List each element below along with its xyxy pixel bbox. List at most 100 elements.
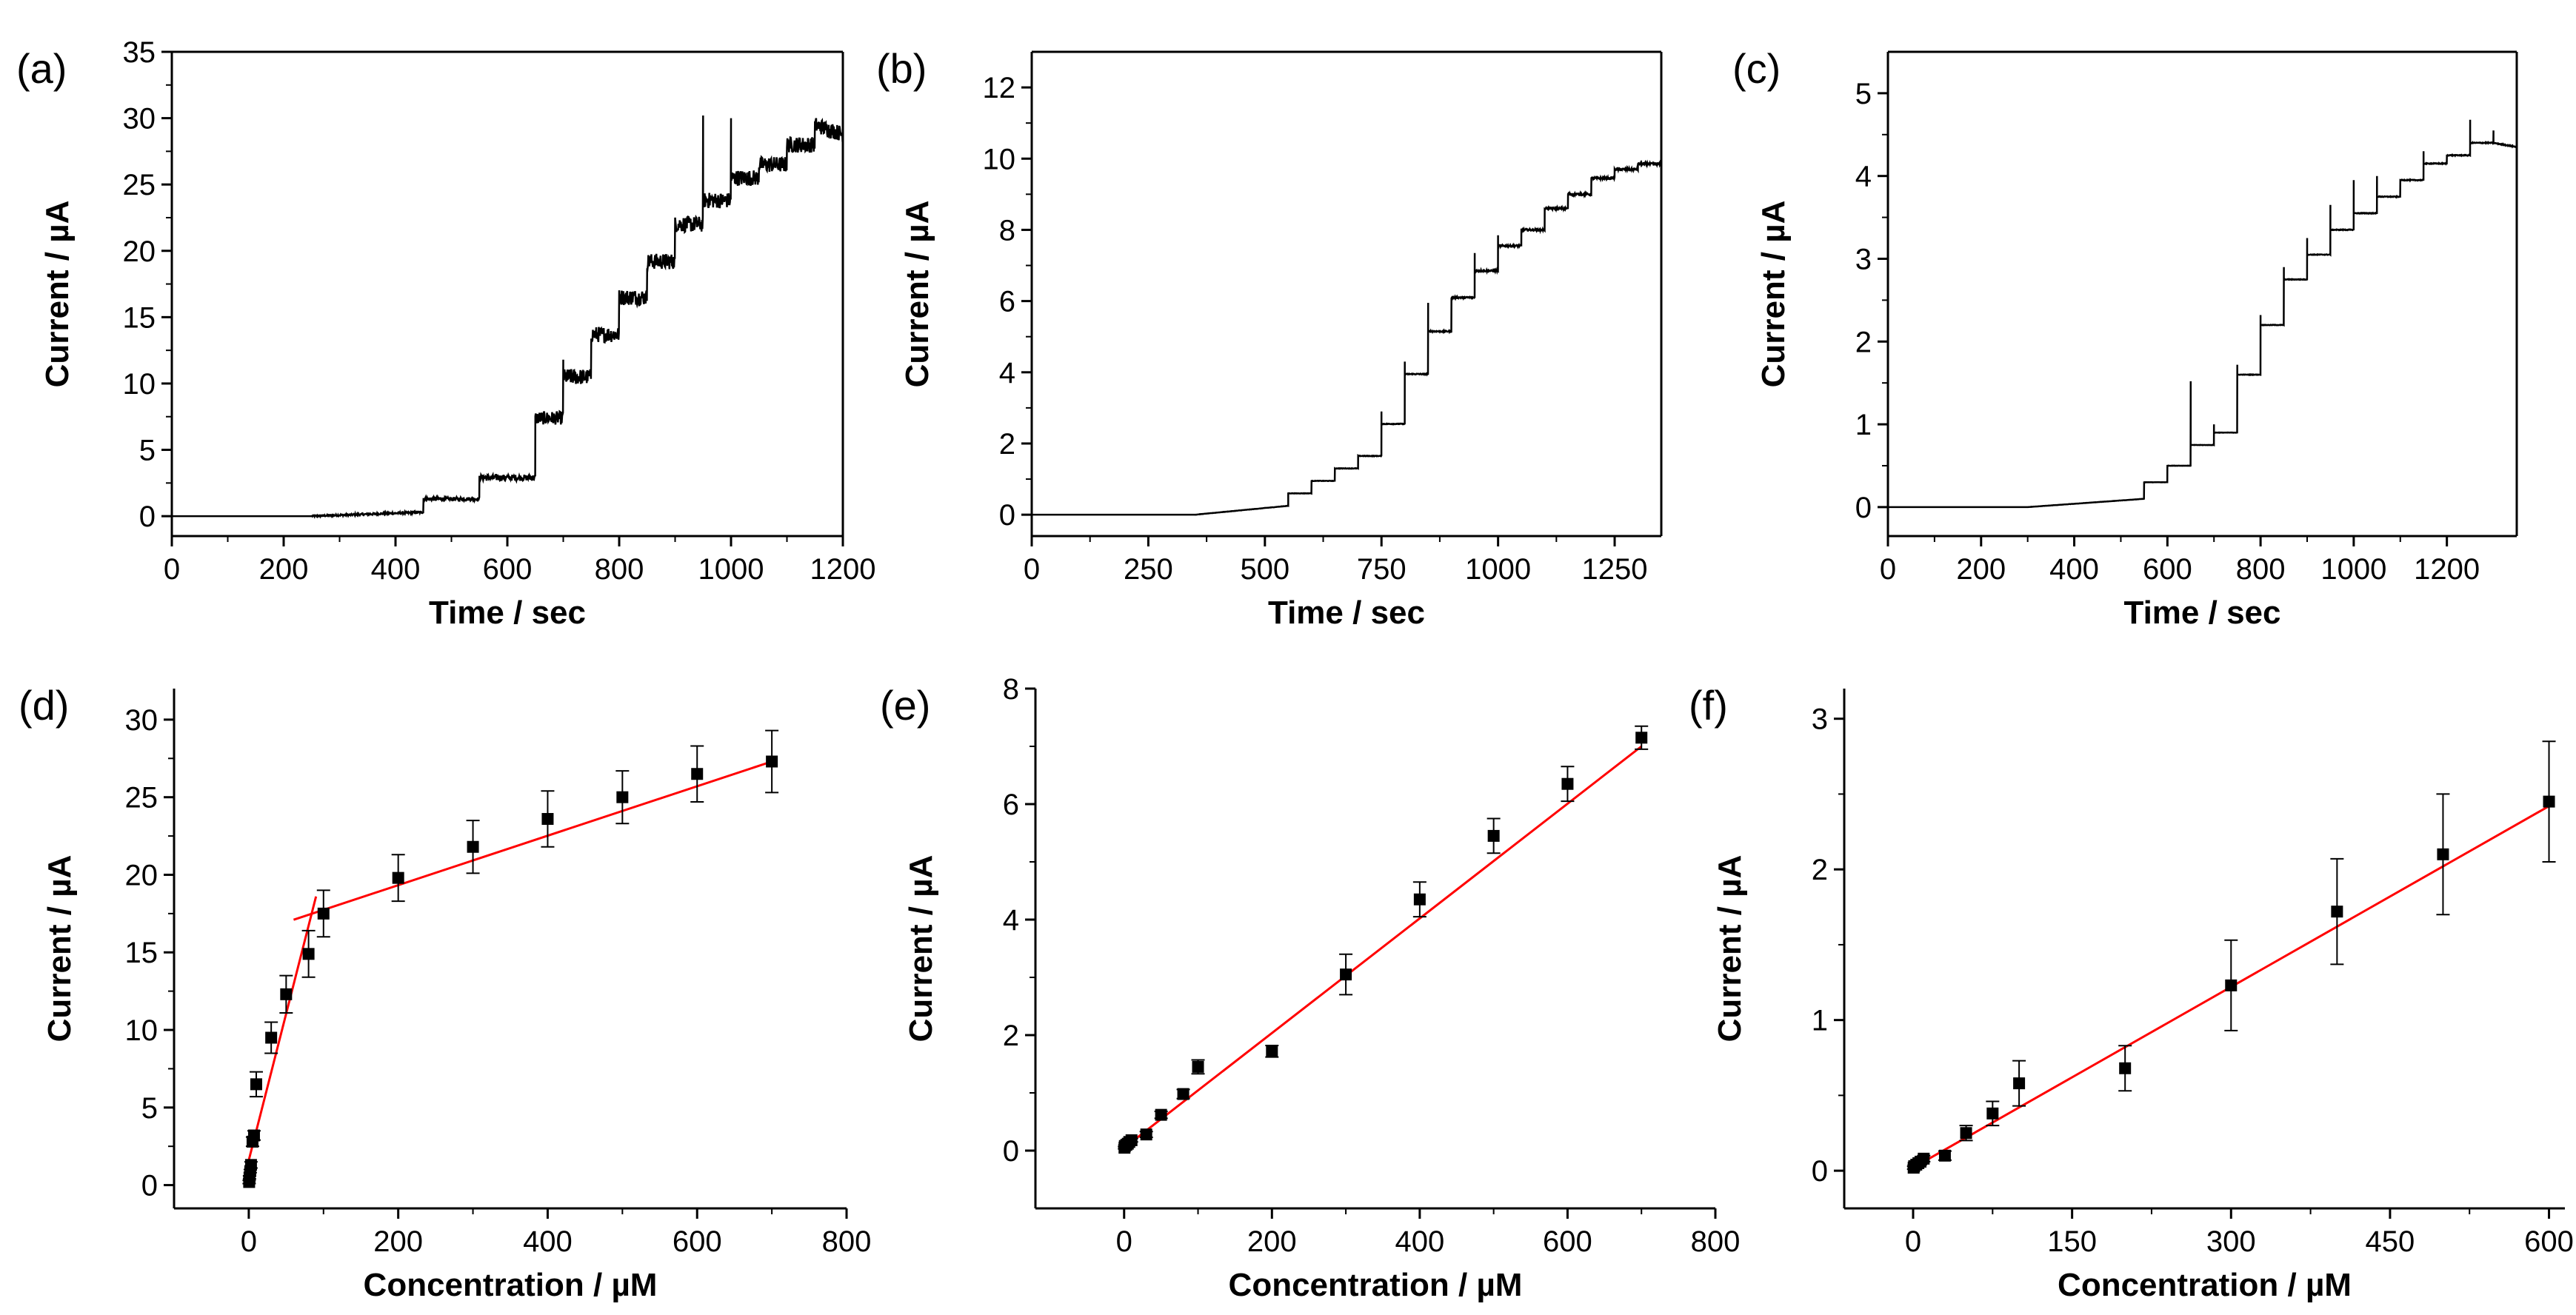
x-tick-label: 1000 bbox=[1465, 553, 1531, 586]
panel-a: 0 200 400 600 800 1000 1200 0 5 10 15 20 25 30 35 Time … bbox=[16, 36, 875, 631]
x-tick-label: 1000 bbox=[698, 553, 764, 586]
panel-label: (b) bbox=[876, 45, 927, 92]
data-point bbox=[1177, 1088, 1189, 1100]
panel-label: (d) bbox=[19, 682, 69, 729]
x-tick-label: 0 bbox=[164, 553, 180, 586]
x-tick-label: 0 bbox=[1024, 553, 1040, 586]
series-line bbox=[172, 115, 843, 519]
data-point bbox=[1938, 1149, 1951, 1162]
x-tick-label: 800 bbox=[822, 1225, 872, 1258]
panel-label: (c) bbox=[1732, 45, 1781, 92]
y-tick-label: 30 bbox=[123, 103, 156, 135]
y-tick-label: 5 bbox=[139, 435, 156, 467]
x-tick-label: 200 bbox=[373, 1225, 423, 1258]
x-tick-label: 300 bbox=[2206, 1225, 2256, 1258]
fit-line bbox=[247, 896, 318, 1161]
y-axis-label: Current / µA bbox=[1755, 201, 1792, 388]
y-tick-label: 10 bbox=[983, 143, 1016, 175]
y-tick-label: 2 bbox=[999, 428, 1015, 461]
x-tick-label: 200 bbox=[1247, 1225, 1297, 1258]
data-point bbox=[302, 948, 315, 960]
data-point bbox=[244, 1159, 257, 1171]
y-tick-label: 25 bbox=[125, 782, 159, 814]
y-tick-label: 4 bbox=[999, 357, 1015, 389]
y-tick-label: 2 bbox=[1812, 854, 1828, 886]
panel-label: (e) bbox=[880, 682, 930, 729]
data-point bbox=[766, 755, 778, 768]
data-point bbox=[2437, 848, 2449, 860]
data-point bbox=[1561, 777, 1574, 790]
y-tick-label: 5 bbox=[1855, 78, 1872, 110]
x-tick-label: 400 bbox=[523, 1225, 573, 1258]
data-point bbox=[1192, 1060, 1204, 1073]
panel-b: 0 250 500 750 1000 1250 0 2 4 6 8 10 12 Time / sec Cur… bbox=[876, 45, 1663, 631]
y-tick-label: 3 bbox=[1812, 703, 1828, 736]
x-tick-label: 1200 bbox=[2414, 553, 2480, 586]
data-point bbox=[250, 1078, 262, 1091]
x-tick-label: 600 bbox=[2143, 553, 2192, 586]
y-tick-label: 2 bbox=[1855, 326, 1872, 358]
data-point bbox=[1125, 1134, 1138, 1146]
x-axis-label: Time / sec bbox=[2124, 595, 2281, 631]
panel-f: 0 150 300 450 600 0 1 2 3 Concentration / µM Curre… bbox=[1689, 682, 2574, 1303]
data-point bbox=[1413, 893, 1426, 906]
x-tick-label: 0 bbox=[241, 1225, 257, 1258]
x-axis-label: Concentration / µM bbox=[364, 1267, 658, 1303]
x-tick-label: 200 bbox=[1956, 553, 2006, 586]
y-tick-label: 20 bbox=[125, 859, 159, 891]
y-axis-label: Current / µA bbox=[41, 855, 78, 1043]
data-point bbox=[691, 768, 704, 780]
x-tick-label: 800 bbox=[2236, 553, 2286, 586]
x-tick-label: 1250 bbox=[1582, 553, 1648, 586]
x-tick-label: 150 bbox=[2047, 1225, 2097, 1258]
data-point bbox=[1340, 968, 1352, 981]
x-tick-label: 250 bbox=[1124, 553, 1173, 586]
y-axis-label: Current / µA bbox=[39, 201, 76, 388]
y-tick-label: 4 bbox=[1003, 904, 1019, 937]
data-point bbox=[1266, 1045, 1278, 1057]
data-point bbox=[392, 871, 404, 884]
y-tick-label: 25 bbox=[123, 169, 156, 201]
y-tick-label: 15 bbox=[123, 301, 156, 334]
panel-d: 0 200 400 600 800 0 5 10 15 20 25 30 Concentration /… bbox=[19, 682, 871, 1303]
y-tick-label: 3 bbox=[1855, 243, 1872, 275]
x-tick-label: 400 bbox=[371, 553, 421, 586]
data-point bbox=[1918, 1152, 1930, 1165]
data-point bbox=[1986, 1107, 1999, 1120]
data-point bbox=[280, 988, 293, 1000]
y-tick-label: 8 bbox=[999, 214, 1015, 247]
y-tick-label: 5 bbox=[141, 1092, 158, 1125]
data-point bbox=[1140, 1128, 1152, 1141]
data-point bbox=[265, 1031, 278, 1044]
data-point bbox=[2225, 979, 2238, 991]
x-axis-label: Time / sec bbox=[1268, 595, 1425, 631]
y-tick-label: 8 bbox=[1003, 673, 1019, 706]
x-tick-label: 0 bbox=[1905, 1225, 1921, 1258]
y-tick-label: 30 bbox=[125, 704, 159, 737]
x-axis-label: Concentration / µM bbox=[2058, 1267, 2352, 1303]
x-tick-label: 400 bbox=[1395, 1225, 1444, 1258]
data-point bbox=[467, 840, 479, 853]
data-point bbox=[2119, 1062, 2132, 1074]
y-tick-label: 10 bbox=[123, 368, 156, 401]
x-tick-label: 0 bbox=[1880, 553, 1896, 586]
y-tick-label: 6 bbox=[999, 286, 1015, 318]
y-tick-label: 0 bbox=[1003, 1135, 1019, 1168]
x-axis-label: Concentration / µM bbox=[1229, 1267, 1523, 1303]
data-point bbox=[1635, 732, 1648, 744]
y-tick-label: 0 bbox=[1812, 1155, 1828, 1188]
data-point bbox=[317, 907, 330, 920]
data-point bbox=[1155, 1108, 1167, 1121]
x-tick-label: 600 bbox=[483, 553, 533, 586]
y-tick-label: 4 bbox=[1855, 161, 1872, 193]
x-tick-label: 0 bbox=[1116, 1225, 1132, 1258]
x-tick-label: 450 bbox=[2366, 1225, 2415, 1258]
y-tick-label: 12 bbox=[983, 72, 1016, 104]
fit-line bbox=[1123, 745, 1643, 1149]
x-tick-label: 200 bbox=[259, 553, 309, 586]
y-tick-label: 20 bbox=[123, 235, 156, 268]
data-point bbox=[541, 813, 554, 826]
y-axis-label: Current / µA bbox=[1712, 855, 1748, 1043]
y-axis-label: Current / µA bbox=[899, 201, 935, 388]
